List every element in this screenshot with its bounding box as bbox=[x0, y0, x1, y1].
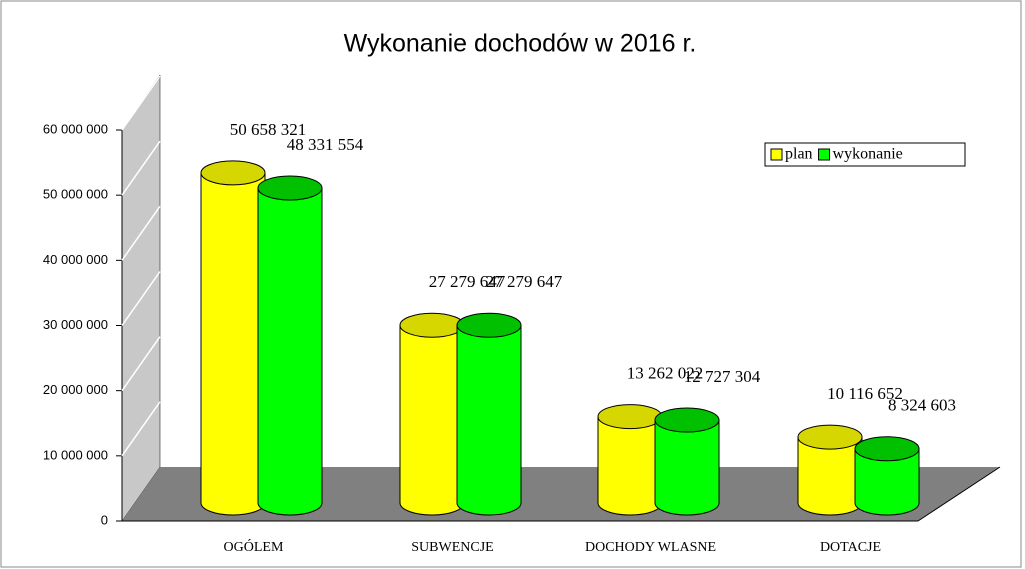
x-tick-label: SUBWENCJE bbox=[411, 540, 493, 555]
data-label: 13 262 022 bbox=[627, 363, 704, 382]
bar bbox=[200, 160, 266, 516]
grid-line bbox=[121, 140, 161, 196]
bar bbox=[797, 424, 863, 516]
cylinder-top bbox=[257, 175, 323, 201]
y-tick-label: 30 000 000 bbox=[43, 317, 108, 332]
data-label: 8 324 603 bbox=[888, 396, 956, 415]
cylinder-top bbox=[456, 312, 522, 338]
cylinder-top bbox=[399, 312, 465, 338]
data-label: 12 727 304 bbox=[684, 367, 761, 386]
cylinder-top bbox=[854, 436, 920, 462]
legend-label: wykonanie bbox=[833, 146, 903, 163]
bar bbox=[399, 312, 465, 516]
legend-label: plan bbox=[785, 146, 813, 163]
cylinder-body bbox=[257, 187, 323, 516]
y-tick-label: 40 000 000 bbox=[43, 252, 108, 267]
data-label: 48 331 554 bbox=[287, 135, 364, 154]
cylinder-top bbox=[654, 407, 720, 433]
cylinder-top bbox=[200, 160, 266, 186]
cylinder-body bbox=[399, 324, 465, 516]
cylinder-body bbox=[854, 448, 920, 516]
floor bbox=[122, 467, 1000, 521]
cylinder-body bbox=[597, 416, 663, 516]
y-tick-label: 50 000 000 bbox=[43, 187, 108, 202]
cylinder-top bbox=[597, 404, 663, 430]
y-tick-label: 0 bbox=[101, 512, 108, 527]
grid-line bbox=[121, 75, 161, 131]
legend-swatch bbox=[770, 148, 783, 161]
cylinder-top bbox=[797, 424, 863, 450]
grid-line bbox=[121, 205, 161, 261]
grid-line bbox=[121, 401, 161, 457]
x-tick-label: OGÓLEM bbox=[224, 538, 284, 555]
bar bbox=[456, 312, 522, 516]
data-label: 27 279 647 bbox=[486, 272, 563, 291]
cylinder-body bbox=[654, 419, 720, 516]
bar bbox=[597, 404, 663, 516]
chart-title: Wykonanie dochodów w 2016 r. bbox=[344, 30, 697, 58]
y-tick-label: 20 000 000 bbox=[43, 382, 108, 397]
legend-box bbox=[764, 142, 966, 167]
floor-edge bbox=[917, 466, 1001, 522]
bar bbox=[654, 407, 720, 516]
x-tick-label: DOTACJE bbox=[820, 540, 881, 555]
cylinder-body bbox=[200, 172, 266, 516]
data-label: 50 658 321 bbox=[230, 120, 307, 139]
legend-swatch bbox=[818, 148, 831, 161]
y-tick-label: 60 000 000 bbox=[43, 121, 108, 136]
bar bbox=[854, 436, 920, 516]
y-tick-label: 10 000 000 bbox=[43, 447, 108, 462]
legend: plan wykonanie bbox=[764, 142, 966, 167]
cylinder-body bbox=[456, 324, 522, 516]
x-tick-label: DOCHODY WLASNE bbox=[585, 540, 716, 555]
grid-line bbox=[121, 336, 161, 392]
data-label: 27 279 647 bbox=[429, 272, 506, 291]
grid-line bbox=[121, 271, 161, 326]
bar bbox=[257, 175, 323, 516]
data-label: 10 116 652 bbox=[827, 384, 903, 403]
